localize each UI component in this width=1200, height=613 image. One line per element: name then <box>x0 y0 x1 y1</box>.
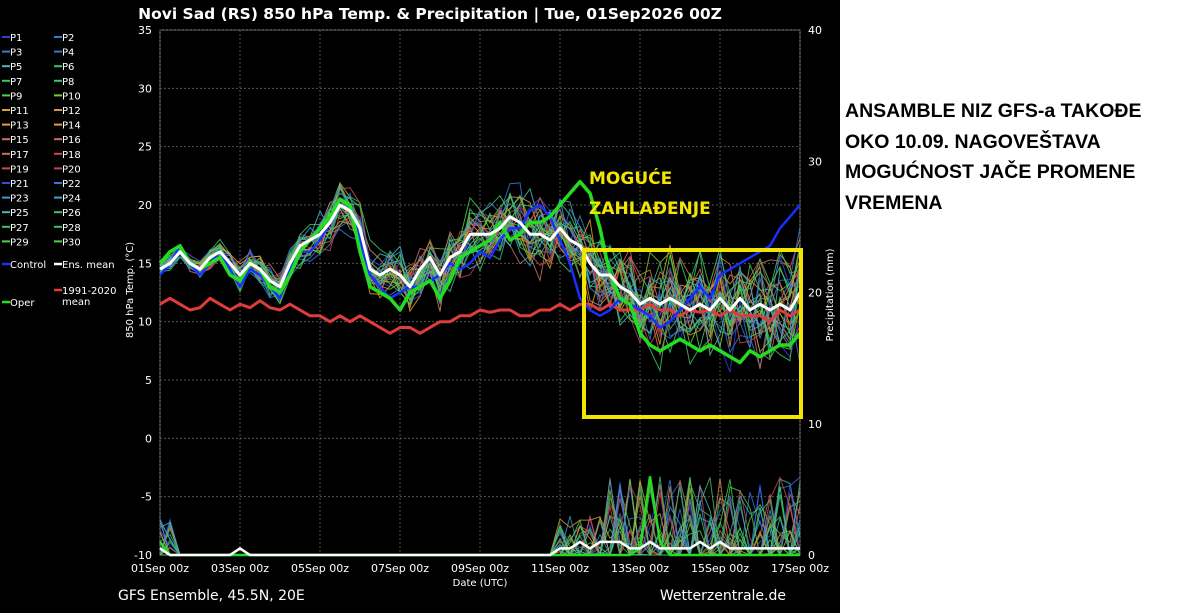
y-tick-label-right: 10 <box>808 418 822 431</box>
ensemble-member-line <box>159 197 801 361</box>
ensemble-member-line <box>159 191 801 346</box>
y-tick-label-left: -10 <box>134 549 152 562</box>
legend-label: P5 <box>10 62 22 73</box>
annotation-box <box>582 248 803 419</box>
ensemble-chart: Novi Sad (RS) 850 hPa Temp. & Precipitat… <box>2 5 836 604</box>
y-axis-right-ticks: 40 30 20 10 0 <box>808 24 822 562</box>
legend-label: P11 <box>10 106 29 117</box>
legend-label: P19 <box>10 164 29 175</box>
y-tick-label-left: 15 <box>138 257 152 270</box>
y-tick-label-left: 0 <box>145 432 152 445</box>
y-tick-label-left: 35 <box>138 24 152 37</box>
x-tick-label: 01Sep 00z <box>131 562 189 575</box>
legend-label: P26 <box>62 208 81 219</box>
series-line-1991-2020-mean <box>159 296 801 335</box>
ensemble-member-line <box>159 196 801 341</box>
x-tick-label: 15Sep 00z <box>691 562 749 575</box>
legend-label: P18 <box>62 150 81 161</box>
legend-label: P13 <box>10 121 29 132</box>
footer-site: Wetterzentrale.de <box>660 588 786 604</box>
x-tick-label: 17Sep 00z <box>771 562 829 575</box>
legend-label: Ens. mean <box>62 260 115 271</box>
legend-label: P28 <box>62 223 81 234</box>
legend-label: P7 <box>10 77 22 88</box>
legend-label: P12 <box>62 106 81 117</box>
y-tick-label-left: -5 <box>141 491 152 504</box>
chart-legend: P1 P2 P3 P4 P5 P6 P7 P8 P9 P10 P11 P12 P13 P14 P15 P16 P… <box>2 33 117 309</box>
legend-label: P8 <box>62 77 74 88</box>
y-axis-left-ticks: 35 30 25 20 15 10 5 0 -5 -10 <box>134 24 152 562</box>
ensemble-member-line <box>159 198 801 344</box>
x-tick-label: 11Sep 00z <box>531 562 589 575</box>
precipitation-bars <box>159 476 801 557</box>
note-line-1: ANSAMBLE NIZ GFS-a TAKOĐE <box>845 100 1142 122</box>
note-line-3: MOGUĆNOST JAČE PROMENE <box>845 161 1136 183</box>
commentary-note: ANSAMBLE NIZ GFS-a TAKOĐE OKO 10.09. NAG… <box>845 96 1195 218</box>
y-axis-left-label: 850 hPa Temp. (°C) <box>125 242 136 338</box>
legend-label: P1 <box>10 33 22 44</box>
legend-label: P6 <box>62 62 74 73</box>
legend-label: P9 <box>10 91 22 102</box>
y-tick-label-left: 30 <box>138 82 152 95</box>
legend-label: P15 <box>10 135 29 146</box>
legend-label: P10 <box>62 91 81 102</box>
chart-title: Novi Sad (RS) 850 hPa Temp. & Precipitat… <box>138 5 722 24</box>
x-axis-label: Date (UTC) <box>453 578 508 589</box>
legend-label: mean <box>62 297 90 308</box>
legend-label: P22 <box>62 179 81 190</box>
legend-label: P2 <box>62 33 74 44</box>
series-line-oper <box>158 179 802 365</box>
y-tick-label-left: 20 <box>138 199 152 212</box>
legend-label: Control <box>10 260 46 271</box>
legend-label: P25 <box>10 208 29 219</box>
precip-line <box>159 540 800 557</box>
legend-label: P27 <box>10 223 29 234</box>
legend-label: Oper <box>10 298 35 309</box>
legend-label: 1991-2020 <box>62 286 117 297</box>
y-tick-label-right: 0 <box>808 549 815 562</box>
y-tick-label-left: 25 <box>138 141 152 154</box>
x-tick-label: 07Sep 00z <box>371 562 429 575</box>
note-line-4: VREMENA <box>845 191 943 214</box>
y-tick-label-right: 20 <box>808 287 822 300</box>
highlight-series <box>158 179 802 365</box>
legend-label: P30 <box>62 237 81 248</box>
legend-label: P24 <box>62 194 81 205</box>
x-tick-label: 09Sep 00z <box>451 562 509 575</box>
legend-label: P20 <box>62 164 81 175</box>
footer-source: GFS Ensemble, 45.5N, 20E <box>118 588 305 604</box>
y-tick-label-right: 30 <box>808 155 822 168</box>
legend-label: P16 <box>62 135 81 146</box>
legend-label: P14 <box>62 121 81 132</box>
x-tick-label: 05Sep 00z <box>291 562 349 575</box>
legend-label: P21 <box>10 179 29 190</box>
y-tick-label-left: 10 <box>138 316 152 329</box>
legend-label: P23 <box>10 194 29 205</box>
legend-label: P4 <box>62 48 74 59</box>
legend-label: P29 <box>10 237 29 248</box>
ensemble-member-line <box>159 208 801 365</box>
y-tick-label-left: 5 <box>145 374 152 387</box>
x-tick-label: 13Sep 00z <box>611 562 669 575</box>
x-tick-label: 03Sep 00z <box>211 562 269 575</box>
y-tick-label-right: 40 <box>808 24 822 37</box>
annotation-line-1: MOGUĆE <box>589 167 672 189</box>
legend-label: P17 <box>10 150 29 161</box>
legend-label: P3 <box>10 48 22 59</box>
x-axis-ticks: 01Sep 00z 03Sep 00z 05Sep 00z 07Sep 00z 09Se… <box>131 562 829 575</box>
chart-panel: Novi Sad (RS) 850 hPa Temp. & Precipitat… <box>0 0 840 613</box>
note-line-2: OKO 10.09. NAGOVEŠTAVA <box>845 130 1101 153</box>
series-line-ens-mean <box>159 203 802 312</box>
y-axis-right-label: Precipitation (mm) <box>825 248 836 341</box>
ensemble-member-line <box>159 185 801 325</box>
annotation-line-2: ZAHLAĐENJE <box>589 199 711 219</box>
